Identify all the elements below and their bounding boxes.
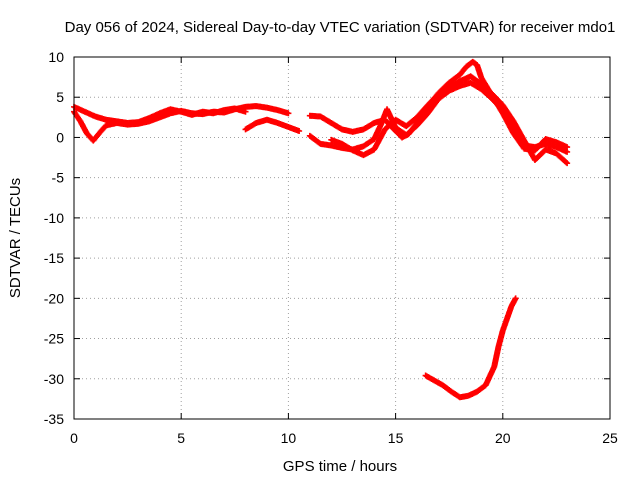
data-points [71,58,571,401]
x-tick-label: 25 [602,430,618,446]
x-tick-label: 10 [281,430,297,446]
chart-title: Day 056 of 2024, Sidereal Day-to-day VTE… [65,19,616,36]
y-tick-label: -10 [44,210,64,226]
series-track-5 [306,79,571,155]
y-tick-labels: -35 -30 -25 -20 -15 -10 -5 0 5 10 [44,49,64,427]
data-point [512,295,519,302]
x-tick-label: 0 [70,430,78,446]
series-track-7 [422,295,519,401]
data-point [242,108,249,115]
y-tick-label: -5 [52,170,65,186]
x-tick-label: 20 [495,430,511,446]
y-tick-label: 10 [48,49,64,65]
series-track-6 [328,73,571,167]
data-point [296,128,303,135]
y-tick-label: -35 [44,411,64,427]
data-point [564,148,571,155]
axis-ticks [73,56,611,420]
series-track-2 [71,103,249,126]
x-axis-label: GPS time / hours [283,458,397,475]
data-point [285,110,292,117]
y-tick-label: 0 [56,129,64,145]
x-tick-label: 15 [388,430,404,446]
data-point [564,160,571,167]
trace-marker [563,159,570,166]
y-tick-label: -30 [44,371,64,387]
y-tick-label: -15 [44,250,64,266]
x-tick-labels: 0 5 10 15 20 25 [70,430,618,446]
series-track-3 [242,116,303,135]
y-tick-label: -20 [44,290,64,306]
y-tick-label: 5 [56,89,64,105]
x-tick-label: 5 [177,430,185,446]
y-axis-label: SDTVAR / TECUs [7,178,24,298]
plot-frame [73,56,611,420]
y-tick-label: -25 [44,331,64,347]
